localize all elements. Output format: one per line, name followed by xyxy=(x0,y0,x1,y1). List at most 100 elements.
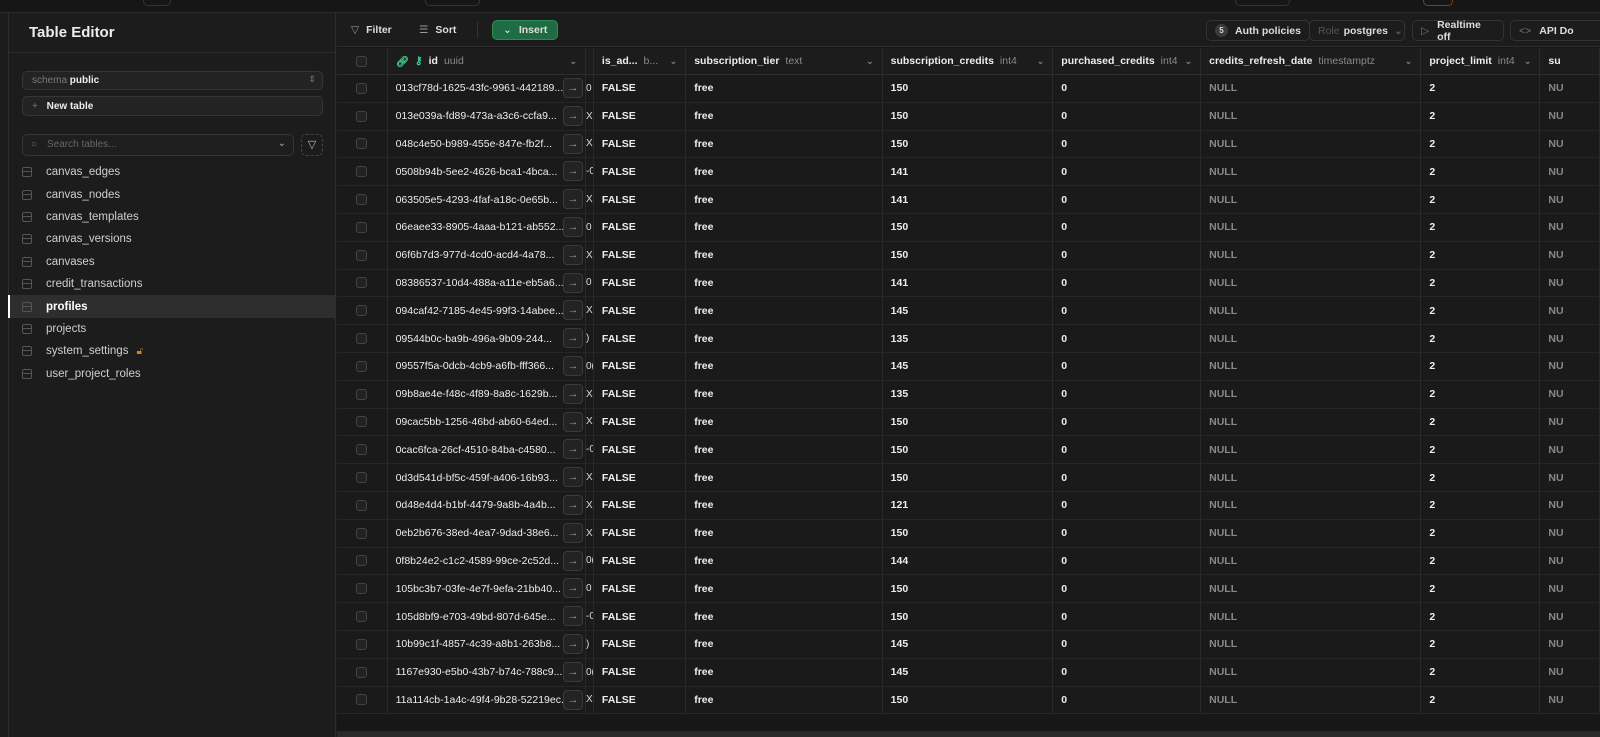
cell-su[interactable]: NU xyxy=(1540,213,1600,241)
cell-id[interactable]: 11a114cb-1a4c-49f4-9b28-52219ec... → xyxy=(388,686,586,714)
cell-subscription-tier[interactable]: free xyxy=(686,241,883,269)
cell-is-admin[interactable]: FALSE xyxy=(594,130,687,158)
row-select[interactable] xyxy=(337,102,388,130)
cell-credits-refresh-date[interactable]: NULL xyxy=(1201,352,1422,380)
cell-id[interactable]: 0d48e4d4-b1bf-4479-9a8b-4a4b... → xyxy=(388,491,586,519)
cell-purchased-credits[interactable]: 0 xyxy=(1053,158,1202,186)
cell-id[interactable]: 0508b94b-5ee2-4626-bca1-4bca... → xyxy=(388,158,586,186)
cell-credits-refresh-date[interactable]: NULL xyxy=(1201,491,1422,519)
row-select[interactable] xyxy=(337,186,388,213)
cell-subscription-tier[interactable]: free xyxy=(686,158,883,186)
cell-subscription-credits[interactable]: 145 xyxy=(883,658,1054,686)
checkbox[interactable] xyxy=(356,416,368,428)
arrow-right-icon[interactable]: → xyxy=(562,355,583,376)
arrow-right-icon[interactable]: → xyxy=(562,689,583,710)
cell-subscription-tier[interactable]: free xyxy=(686,547,883,575)
checkbox[interactable] xyxy=(356,194,368,206)
cell-subscription-tier[interactable]: free xyxy=(686,186,883,213)
column-header-subscription-tier[interactable]: subscription_tier text ⌄ xyxy=(686,48,883,74)
row-select[interactable] xyxy=(337,575,388,603)
cell-project-limit[interactable]: 2 xyxy=(1421,380,1541,408)
column-header-hidden[interactable] xyxy=(586,48,594,74)
cell-hidden[interactable]: 0 xyxy=(586,213,594,241)
cell-credits-refresh-date[interactable]: NULL xyxy=(1201,269,1422,297)
cell-credits-refresh-date[interactable]: NULL xyxy=(1201,325,1422,352)
cell-hidden[interactable]: -0 xyxy=(586,603,594,630)
row-select[interactable] xyxy=(337,686,388,714)
cell-subscription-tier[interactable]: free xyxy=(686,464,883,491)
cell-subscription-tier[interactable]: free xyxy=(686,686,883,714)
cell-subscription-tier[interactable]: free xyxy=(686,213,883,241)
checkbox[interactable] xyxy=(356,388,368,400)
row-select[interactable] xyxy=(337,241,388,269)
sidebar-table-item[interactable]: system_settings 🔓︎ xyxy=(9,340,336,362)
cell-is-admin[interactable]: FALSE xyxy=(594,102,687,130)
cell-subscription-tier[interactable]: free xyxy=(686,102,883,130)
sidebar-table-item[interactable]: canvas_nodes xyxy=(9,183,336,205)
cell-subscription-tier[interactable]: free xyxy=(686,408,883,436)
cell-project-limit[interactable]: 2 xyxy=(1421,325,1541,352)
cell-subscription-credits[interactable]: 145 xyxy=(883,297,1054,325)
cell-credits-refresh-date[interactable]: NULL xyxy=(1201,241,1422,269)
arrow-right-icon[interactable]: → xyxy=(562,494,583,515)
cell-su[interactable]: NU xyxy=(1540,130,1600,158)
cell-subscription-tier[interactable]: free xyxy=(686,380,883,408)
cell-credits-refresh-date[interactable]: NULL xyxy=(1201,186,1422,213)
cell-hidden[interactable]: X xyxy=(586,519,594,547)
cell-credits-refresh-date[interactable]: NULL xyxy=(1201,297,1422,325)
cell-hidden[interactable]: X xyxy=(586,408,594,436)
cell-is-admin[interactable]: FALSE xyxy=(594,686,687,714)
cell-subscription-credits[interactable]: 150 xyxy=(883,603,1054,630)
cell-subscription-credits[interactable]: 141 xyxy=(883,186,1054,213)
table-row[interactable]: 105bc3b7-03fe-4e7f-9efa-21bb40... → 0 FALSE… xyxy=(337,575,1600,604)
cell-subscription-tier[interactable]: free xyxy=(686,297,883,325)
cell-su[interactable]: NU xyxy=(1540,436,1600,464)
chevron-down-icon[interactable]: ⌄ xyxy=(1523,55,1532,66)
cell-project-limit[interactable]: 2 xyxy=(1421,269,1541,297)
cell-subscription-tier[interactable]: free xyxy=(686,603,883,630)
cell-purchased-credits[interactable]: 0 xyxy=(1053,75,1202,102)
cell-id[interactable]: 1167e930-e5b0-43b7-b74c-788c9... → xyxy=(388,658,586,686)
table-row[interactable]: 048c4e50-b989-455e-847e-fb2f... → X FALSE fr… xyxy=(337,130,1600,159)
schema-selector[interactable]: schema public ⇕ xyxy=(22,71,323,90)
table-row[interactable]: 0508b94b-5ee2-4626-bca1-4bca... →-0 FALSE f… xyxy=(337,158,1600,187)
cell-is-admin[interactable]: FALSE xyxy=(594,241,687,269)
table-row[interactable]: 105d8bf9-e703-49bd-807d-645e... →-0 FALSE f… xyxy=(337,603,1600,631)
cell-project-limit[interactable]: 2 xyxy=(1421,575,1541,603)
cell-hidden[interactable]: X xyxy=(586,686,594,714)
arrow-right-icon[interactable]: → xyxy=(562,439,583,460)
cell-credits-refresh-date[interactable]: NULL xyxy=(1201,686,1422,714)
cell-su[interactable]: NU xyxy=(1540,519,1600,547)
cell-subscription-credits[interactable]: 150 xyxy=(883,519,1054,547)
checkbox[interactable] xyxy=(356,638,368,650)
cell-purchased-credits[interactable]: 0 xyxy=(1053,186,1202,213)
cell-is-admin[interactable]: FALSE xyxy=(594,408,687,436)
arrow-right-icon[interactable]: → xyxy=(562,133,583,154)
cell-project-limit[interactable]: 2 xyxy=(1421,547,1541,575)
table-row[interactable]: 09b8ae4e-f48c-4f89-8a8c-1629b... → X FALSE f… xyxy=(337,380,1600,409)
cell-subscription-credits[interactable]: 150 xyxy=(883,213,1054,241)
cell-project-limit[interactable]: 2 xyxy=(1421,352,1541,380)
cell-id[interactable]: 0cac6fca-26cf-4510-84ba-c4580... → xyxy=(388,436,586,464)
cell-credits-refresh-date[interactable]: NULL xyxy=(1201,380,1422,408)
cell-hidden[interactable]: 0 xyxy=(586,75,594,102)
cell-subscription-credits[interactable]: 135 xyxy=(883,325,1054,352)
arrow-right-icon[interactable]: → xyxy=(562,467,583,488)
arrow-right-icon[interactable]: → xyxy=(562,105,583,126)
cell-purchased-credits[interactable]: 0 xyxy=(1053,352,1202,380)
cell-id[interactable]: 09cac5bb-1256-46bd-ab60-64ed... → xyxy=(388,408,586,436)
cell-subscription-credits[interactable]: 150 xyxy=(883,102,1054,130)
chevron-down-icon[interactable]: ⌄ xyxy=(669,55,678,66)
cell-id[interactable]: 094caf42-7185-4e45-99f3-14abee... → xyxy=(388,297,586,325)
cell-subscription-credits[interactable]: 135 xyxy=(883,380,1054,408)
checkbox[interactable] xyxy=(356,472,368,484)
cell-su[interactable]: NU xyxy=(1540,352,1600,380)
cell-hidden[interactable]: 0( xyxy=(586,658,594,686)
table-row[interactable]: 0f8b24e2-c1c2-4589-99ce-2c52d...→0(FALSE… xyxy=(337,547,1600,576)
cell-hidden[interactable]: ) xyxy=(586,630,594,658)
cell-credits-refresh-date[interactable]: NULL xyxy=(1201,102,1422,130)
cell-purchased-credits[interactable]: 0 xyxy=(1053,630,1202,658)
cell-hidden[interactable]: 0( xyxy=(586,547,594,575)
cell-purchased-credits[interactable]: 0 xyxy=(1053,658,1202,686)
checkbox[interactable] xyxy=(356,444,368,456)
